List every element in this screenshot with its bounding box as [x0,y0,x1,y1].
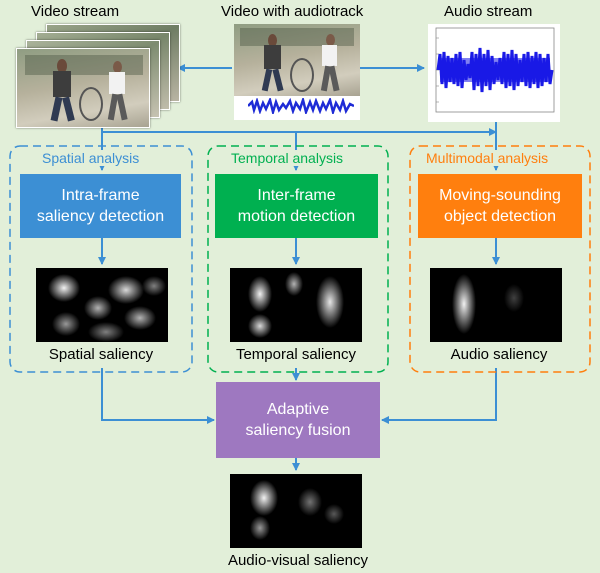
temporal-saliency-map [230,268,362,342]
audio-stream-label: Audio stream [444,3,533,20]
audio-saliency-map [430,268,562,342]
adaptive-saliency-fusion-box: Adaptive saliency fusion [216,382,380,458]
temporal-analysis-title: Temporal analysis [229,150,346,166]
inter-frame-motion-detection-box: Inter-frame motion detection [215,174,378,238]
intra-frame-saliency-detection-box: Intra-frame saliency detection [20,174,181,238]
intra-frame-line2: saliency detection [36,208,165,225]
temporal-saliency-label: Temporal saliency [235,346,357,363]
intra-frame-line1: Intra-frame [61,187,140,204]
fusion-line2: saliency fusion [245,422,351,439]
audio-visual-saliency-map [230,474,362,548]
inter-frame-line1: Inter-frame [257,187,336,204]
moving-sounding-object-detection-box: Moving-sounding object detection [418,174,582,238]
moving-sounding-line2: object detection [443,208,557,225]
audio-stream-plot [428,24,560,122]
inter-frame-line2: motion detection [237,208,356,225]
video-stream-frames [16,24,186,128]
temporal-group-frame [207,145,389,373]
spatial-saliency-map [36,268,168,342]
audio-visual-saliency-label: Audio-visual saliency [227,552,369,569]
moving-sounding-line1: Moving-sounding [439,187,561,204]
video-with-audiotrack-label: Video with audiotrack [221,3,364,20]
multimodal-group-frame [409,145,591,373]
multimodal-analysis-title: Multimodal analysis [424,150,551,166]
spatial-group-frame [9,145,193,373]
spatial-analysis-title: Spatial analysis [40,150,142,166]
video-with-audiotrack-image [234,24,360,120]
audio-saliency-label: Audio saliency [450,346,548,363]
video-stream-label: Video stream [31,3,120,20]
fusion-line1: Adaptive [266,401,330,418]
spatial-saliency-label: Spatial saliency [48,346,154,363]
audiotrack-waveform [248,98,354,114]
